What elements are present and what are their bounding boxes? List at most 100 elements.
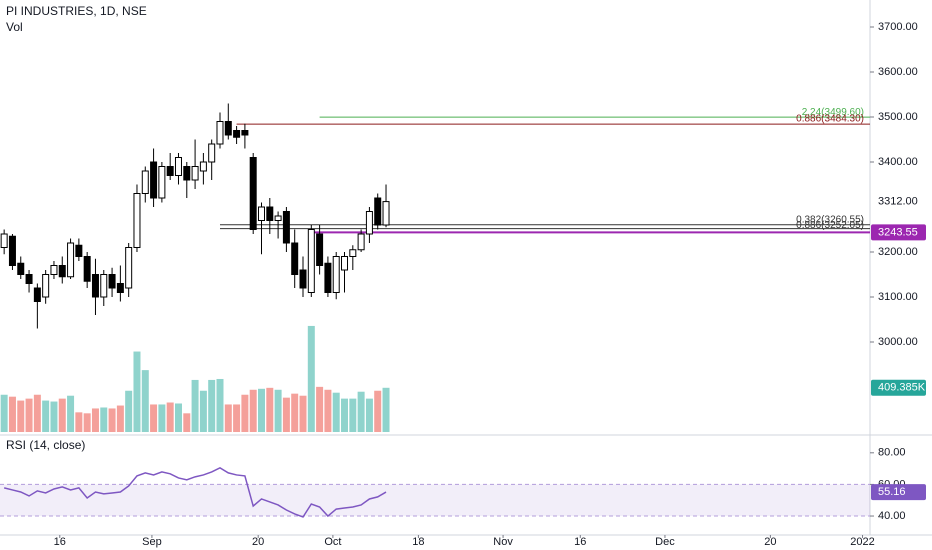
volume-bar (365, 398, 373, 432)
marks: 2.24(3499.60)0.886(3484.30) 0.382(3260.55… (0, 21, 926, 548)
volume-bar (382, 387, 390, 432)
volume-bar (158, 404, 166, 432)
candle-body (91, 274, 99, 298)
volume-bar (50, 401, 58, 432)
volume-bar (199, 390, 207, 432)
y-tick-label: 3500.00 (878, 111, 918, 123)
volume-label: 409.385K (878, 382, 926, 394)
rsi-band (0, 484, 870, 517)
candle-body (67, 242, 75, 278)
candle-body (257, 206, 265, 221)
volume-bar (291, 393, 299, 432)
rsi-tick-label: 40.00 (878, 510, 906, 522)
x-tick-label: 18 (412, 536, 424, 548)
rsi-line (3, 466, 387, 518)
candle-body (332, 256, 340, 293)
x-tick-label: Dec (655, 536, 675, 548)
volume-bar (83, 413, 91, 432)
candle-body (274, 215, 282, 221)
chart-title: PI INDUSTRIES, 1D, NSE (6, 4, 147, 18)
volume-label-box (871, 379, 926, 396)
volume-bar (224, 404, 232, 432)
volume-bar (42, 400, 50, 432)
volume-bar (349, 398, 357, 432)
candle-body (365, 211, 373, 235)
volume-bar (17, 400, 25, 432)
candle-body (100, 274, 108, 298)
marker-label-box (871, 224, 926, 241)
fib-label: 0.886(3484.30) (796, 114, 864, 125)
volume-bar (0, 394, 8, 432)
candle-body (357, 233, 365, 251)
candle-body (208, 143, 216, 163)
volume-bar (91, 408, 99, 432)
candle-body (166, 166, 174, 176)
volume-bar (33, 394, 41, 432)
marker-label: 3243.55 (878, 226, 918, 238)
volume-bar (374, 390, 382, 432)
volume-bar (266, 387, 274, 432)
volume-bar (58, 398, 66, 432)
candle-body (150, 161, 158, 199)
volume-bar (125, 390, 133, 432)
candle-body (199, 161, 207, 172)
candle-body (299, 269, 307, 289)
rsi-label: 55.16 (878, 486, 906, 498)
candle-body (158, 166, 166, 199)
rsi-title: RSI (14, close) (6, 438, 85, 452)
volume-bar (357, 391, 365, 432)
candle-body (282, 211, 290, 244)
x-tick-label: Oct (324, 536, 341, 548)
volume-bar (216, 378, 224, 432)
candle-body (241, 130, 249, 136)
volume-bar (241, 394, 249, 432)
candle-body (58, 265, 66, 278)
fib-label: 2.24(3499.60) (802, 107, 864, 118)
volume-bar (282, 397, 290, 432)
candle-body (316, 233, 324, 266)
y-tick-label: 3700.00 (878, 21, 918, 33)
volume-bar (75, 412, 83, 432)
volume-bar (174, 403, 182, 432)
volume-bar (150, 404, 158, 432)
volume-title: Vol (6, 20, 23, 34)
candle-body (216, 121, 224, 145)
candle-body (17, 262, 25, 275)
candle-body (0, 233, 8, 248)
candle-body (75, 244, 83, 257)
x-tick-label: 2022 (850, 536, 874, 548)
last-price-label: 3312.00 (878, 196, 918, 208)
fib-label: 0.382(3260.55) (796, 214, 864, 225)
volume-bar (183, 413, 191, 432)
volume-bar (141, 370, 149, 432)
volume-bar (274, 389, 282, 432)
volume-bar (8, 396, 16, 432)
volume-bar (332, 392, 340, 432)
candle-body (25, 274, 33, 284)
candle-body (108, 274, 116, 289)
y-tick-label: 3600.00 (878, 66, 918, 78)
x-tick-label: Sep (142, 536, 162, 548)
candle-body (8, 235, 16, 266)
candle-body (307, 229, 315, 293)
y-tick-label: 3000.00 (878, 336, 918, 348)
candle-body (249, 157, 257, 230)
candle-body (42, 274, 50, 298)
volume-bar (191, 379, 199, 432)
candle-body (291, 242, 299, 275)
volume-bar (324, 389, 332, 432)
volume-bar (316, 386, 324, 432)
volume-bar (67, 395, 75, 432)
x-tick-label: 20 (764, 536, 776, 548)
volume-bar (166, 402, 174, 432)
x-tick-label: 16 (574, 536, 586, 548)
volume-bar (307, 325, 315, 432)
candle-body (233, 130, 241, 138)
candle-body (83, 256, 91, 282)
volume-bar (108, 408, 116, 432)
candle-body (266, 206, 274, 221)
x-tick-label: 20 (252, 536, 264, 548)
candle-body (349, 249, 357, 257)
